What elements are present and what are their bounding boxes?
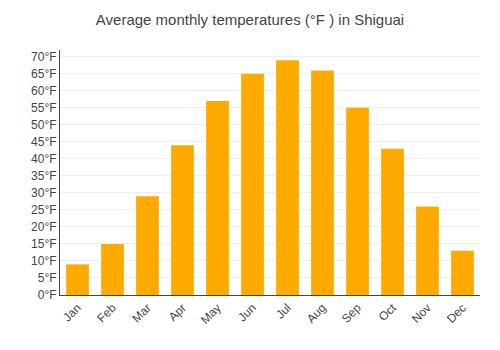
- svg-text:35°F: 35°F: [31, 169, 56, 183]
- svg-text:Sep: Sep: [339, 301, 364, 326]
- svg-text:60°F: 60°F: [31, 84, 56, 98]
- svg-text:May: May: [198, 301, 224, 327]
- svg-text:70°F: 70°F: [31, 50, 56, 64]
- svg-text:Mar: Mar: [129, 301, 154, 326]
- svg-text:50°F: 50°F: [31, 118, 56, 132]
- svg-text:45°F: 45°F: [31, 135, 56, 149]
- svg-text:Oct: Oct: [376, 300, 400, 324]
- svg-text:15°F: 15°F: [31, 237, 56, 251]
- svg-text:Feb: Feb: [94, 301, 119, 326]
- svg-text:40°F: 40°F: [31, 152, 56, 166]
- svg-text:Jul: Jul: [273, 301, 294, 322]
- svg-text:Jan: Jan: [60, 301, 84, 325]
- svg-text:Aug: Aug: [304, 301, 329, 326]
- svg-text:Jun: Jun: [235, 301, 259, 325]
- svg-text:5°F: 5°F: [38, 271, 57, 285]
- svg-text:Apr: Apr: [166, 301, 189, 324]
- svg-text:Nov: Nov: [409, 301, 434, 326]
- svg-text:20°F: 20°F: [31, 220, 56, 234]
- svg-text:55°F: 55°F: [31, 101, 56, 115]
- svg-text:25°F: 25°F: [31, 203, 56, 217]
- svg-text:Dec: Dec: [444, 301, 469, 326]
- svg-text:30°F: 30°F: [31, 186, 56, 200]
- svg-text:10°F: 10°F: [31, 254, 56, 268]
- svg-text:65°F: 65°F: [31, 67, 56, 81]
- svg-text:Average monthly temperatures (: Average monthly temperatures (°F ) in Sh…: [96, 11, 404, 28]
- svg-text:0°F: 0°F: [38, 288, 57, 302]
